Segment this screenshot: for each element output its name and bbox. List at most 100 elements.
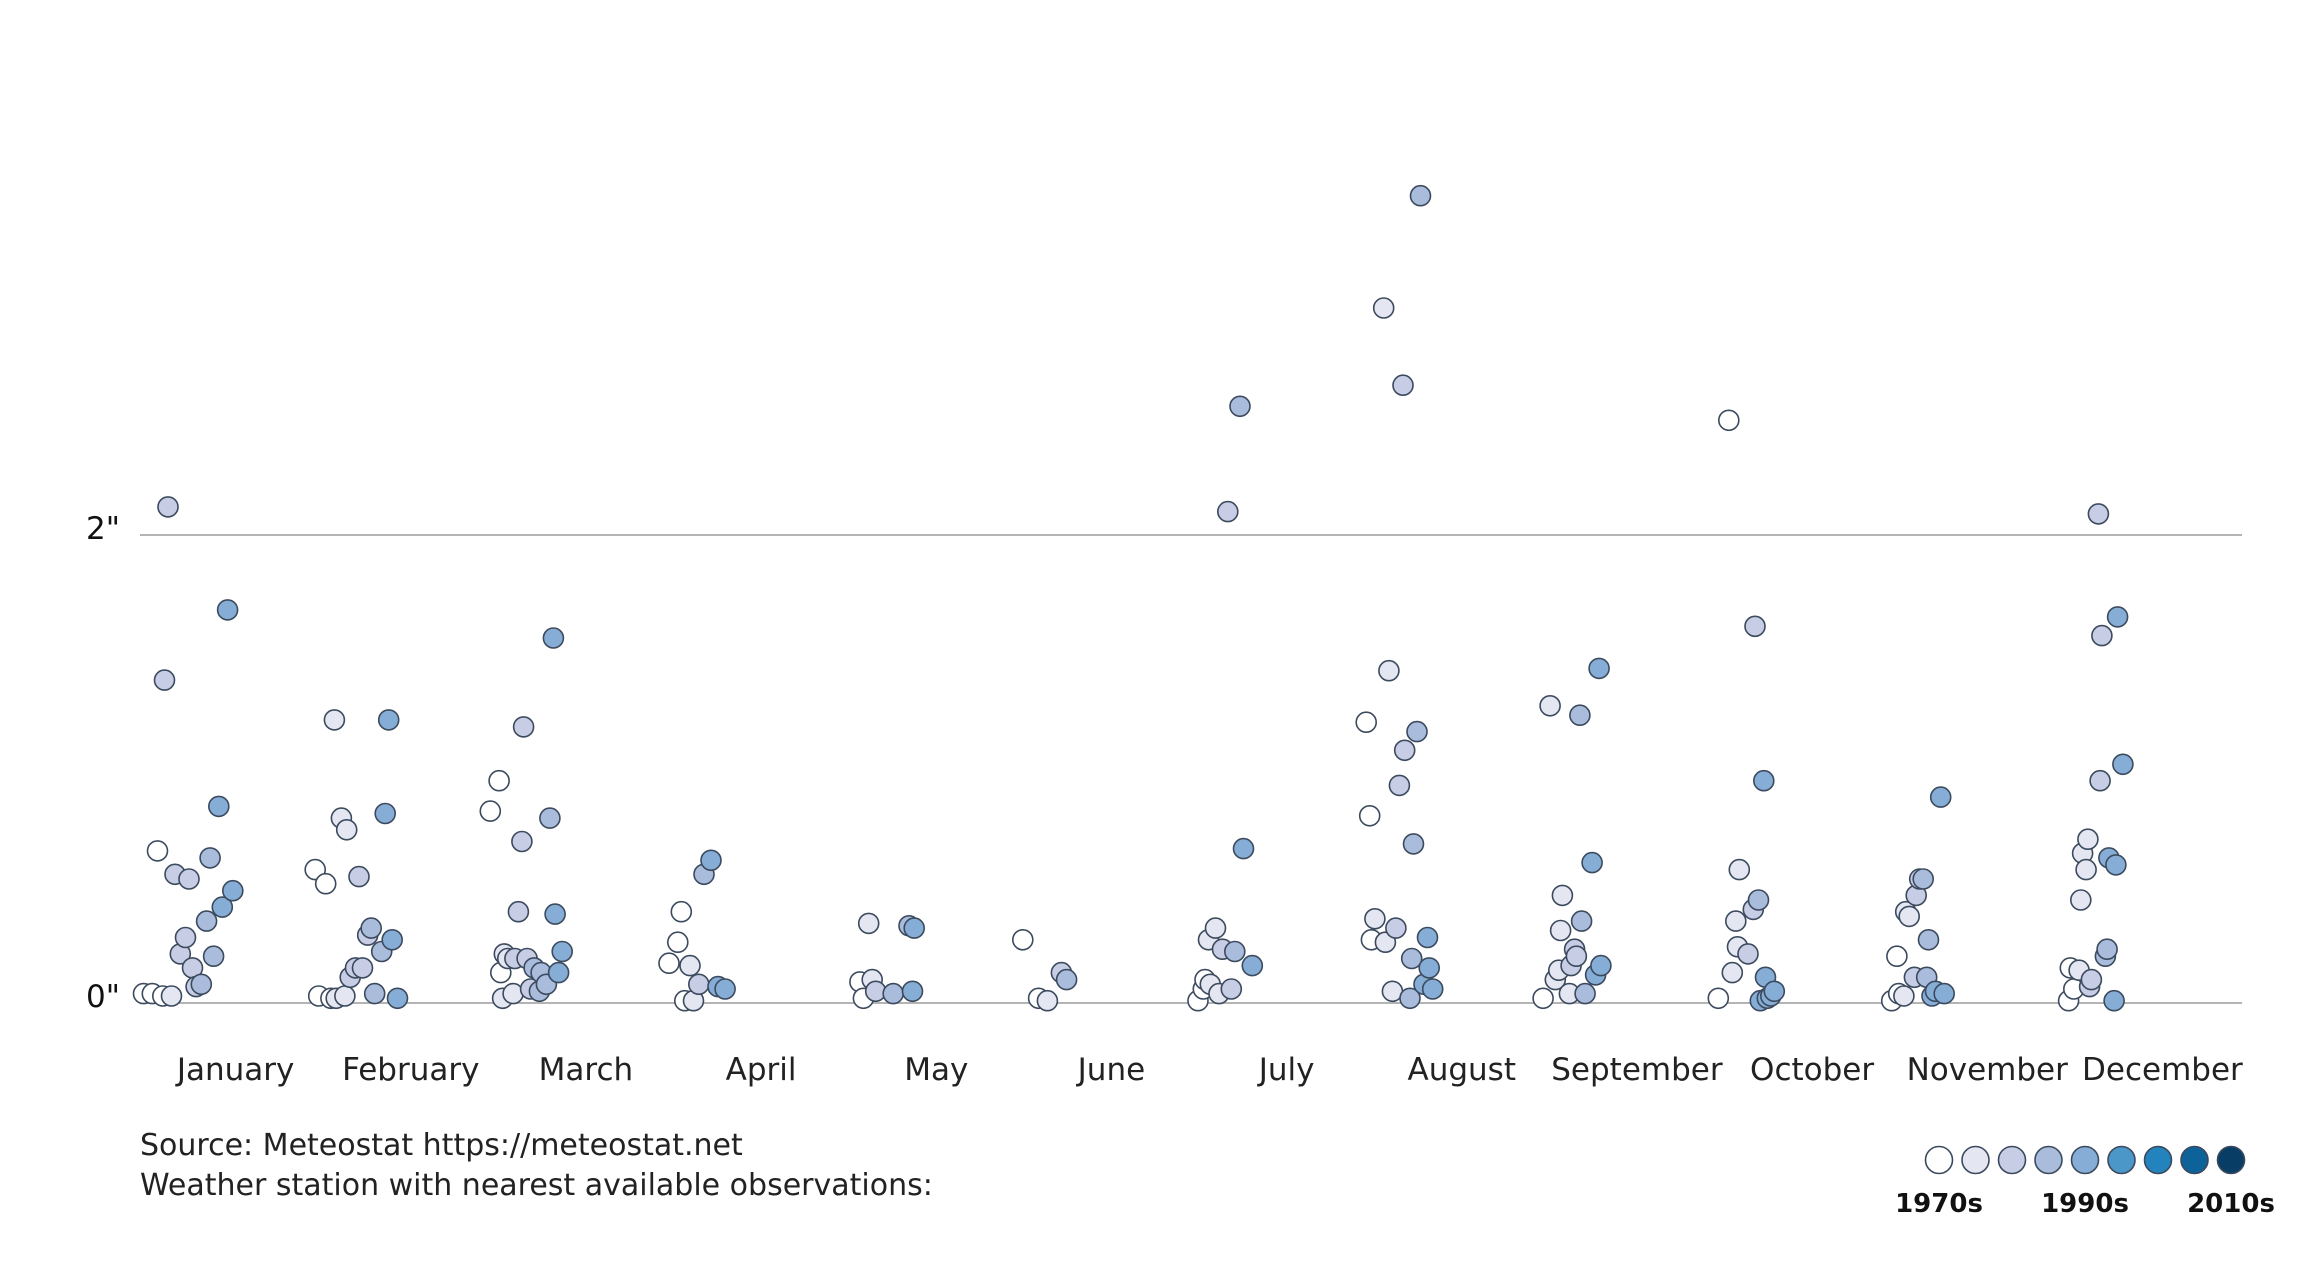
- data-point-august-20: [1421, 978, 1444, 1000]
- legend-swatch-7: [2180, 1145, 2209, 1175]
- data-point-february-19: [381, 928, 404, 951]
- data-point-august-9: [1388, 774, 1411, 797]
- data-point-december-11: [2089, 769, 2111, 792]
- data-point-january-19: [216, 599, 239, 621]
- x-axis: January February March April May June July Augu…: [175, 1052, 2243, 1088]
- data-point-october-8: [1744, 615, 1766, 638]
- data-point-april-6: [687, 973, 710, 996]
- data-point-january-2: [146, 840, 169, 862]
- data-point-august-3: [1364, 907, 1386, 930]
- data-point-august-1: [1358, 804, 1381, 827]
- month-label-october: October: [1750, 1052, 1874, 1088]
- data-point-september-9: [1565, 945, 1588, 968]
- data-point-october-5: [1728, 858, 1751, 881]
- station-text: Weather station with nearest available o…: [140, 1168, 933, 1203]
- month-label-august: August: [1408, 1052, 1517, 1088]
- month-label-december: December: [2082, 1052, 2243, 1088]
- data-point-april-0: [658, 952, 680, 975]
- data-point-february-2: [314, 872, 337, 895]
- decade-legend: 1970s 1990s 2010s: [1895, 1145, 2275, 1219]
- data-point-september-11: [1570, 910, 1593, 932]
- data-point-april-10: [714, 978, 736, 1000]
- data-point-december-4: [2070, 889, 2092, 911]
- data-point-may-5: [882, 982, 905, 1005]
- data-point-october-0: [1707, 987, 1730, 1010]
- data-point-december-12: [2091, 624, 2113, 647]
- data-point-october-3: [1725, 910, 1747, 932]
- data-point-december-9: [2080, 968, 2103, 991]
- data-point-august-0: [1355, 711, 1377, 734]
- data-point-april-1: [670, 900, 693, 923]
- y-tick-label: 0": [86, 979, 120, 1015]
- data-point-july-12: [1232, 837, 1255, 860]
- source-text: Source: Meteostat https://meteostat.net: [140, 1128, 743, 1163]
- y-tick-label: 2": [86, 511, 120, 547]
- data-point-february-14: [360, 917, 383, 939]
- data-point-january-15: [199, 847, 221, 869]
- data-point-january-10: [178, 868, 200, 890]
- data-point-august-14: [1402, 833, 1425, 855]
- data-point-march-10: [512, 716, 535, 738]
- month-label-march: March: [539, 1052, 634, 1088]
- data-point-march-8: [507, 900, 530, 923]
- data-point-march-17: [539, 807, 561, 829]
- data-point-june-2: [1036, 989, 1059, 1012]
- month-label-november: November: [1907, 1052, 2069, 1088]
- legend-swatch-2: [1997, 1145, 2027, 1175]
- data-point-september-12: [1574, 982, 1596, 1005]
- legend-swatch-6: [2143, 1145, 2173, 1175]
- data-point-august-15: [1406, 720, 1428, 743]
- data-point-january-5: [153, 669, 176, 691]
- data-point-january-14: [195, 910, 218, 932]
- legend-swatch-0: [1924, 1145, 1954, 1175]
- data-point-june-0: [1011, 928, 1034, 951]
- legend-swatch-1: [1961, 1145, 1990, 1175]
- data-point-january-16: [202, 945, 225, 968]
- data-point-august-10: [1392, 374, 1414, 397]
- data-point-may-8: [901, 980, 924, 1003]
- data-point-december-6: [2075, 858, 2097, 881]
- data-point-october-6: [1737, 943, 1759, 965]
- data-point-august-8: [1385, 917, 1407, 939]
- data-point-march-0: [479, 800, 502, 822]
- data-point-october-15: [1763, 980, 1786, 1003]
- month-label-february: February: [342, 1052, 479, 1088]
- data-point-november-11: [1917, 928, 1940, 951]
- data-point-october-2: [1721, 961, 1744, 984]
- legend-swatch-3: [2034, 1145, 2063, 1175]
- data-point-november-9: [1912, 868, 1934, 890]
- data-point-february-18: [377, 709, 400, 731]
- data-point-january-20: [222, 879, 244, 902]
- data-point-march-9: [511, 830, 533, 853]
- data-point-august-13: [1400, 947, 1423, 970]
- data-point-july-11: [1229, 395, 1251, 418]
- data-point-february-12: [351, 957, 374, 979]
- month-label-january: January: [175, 1052, 295, 1088]
- data-point-december-14: [2096, 938, 2118, 961]
- data-point-august-16: [1409, 184, 1432, 207]
- data-point-august-18: [1416, 926, 1439, 949]
- data-point-september-5: [1551, 884, 1574, 907]
- data-point-august-11: [1393, 739, 1416, 762]
- data-point-april-2: [666, 931, 689, 954]
- legend-label-1990s: 1990s: [2041, 1189, 2129, 1219]
- data-point-september-4: [1549, 919, 1572, 942]
- data-point-september-15: [1588, 657, 1610, 680]
- data-point-september-13: [1581, 851, 1603, 874]
- data-point-january-17: [208, 795, 230, 818]
- data-point-july-10: [1224, 940, 1246, 963]
- data-point-december-16: [2103, 989, 2125, 1012]
- data-point-january-6: [157, 496, 179, 518]
- data-point-november-14: [1929, 786, 1952, 808]
- data-point-november-15: [1933, 982, 1955, 1005]
- data-point-july-5: [1204, 917, 1227, 939]
- data-point-august-12: [1399, 987, 1421, 1010]
- data-point-april-8: [700, 849, 722, 872]
- data-point-march-21: [551, 940, 574, 963]
- data-point-march-1: [488, 769, 510, 792]
- data-point-february-20: [386, 987, 409, 1010]
- legend-swatch-8: [2216, 1145, 2246, 1175]
- data-point-april-4: [679, 954, 701, 977]
- data-point-march-20: [547, 961, 570, 984]
